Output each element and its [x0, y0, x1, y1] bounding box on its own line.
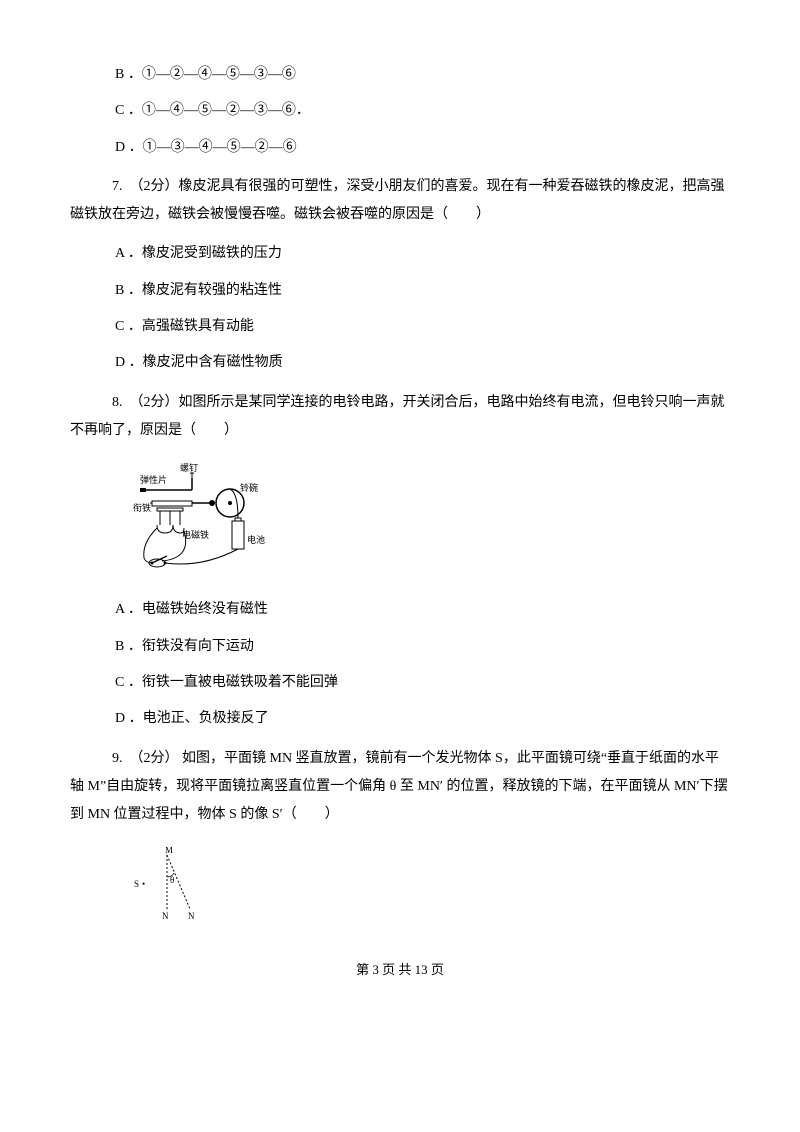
label-screw: 螺钉	[180, 463, 198, 473]
label-spring: 弹性片	[140, 474, 167, 485]
label-m: M	[165, 847, 173, 855]
question-7: 7. （2分）橡皮泥具有很强的可塑性，深受小朋友们的喜爱。现在有一种爱吞磁铁的橡…	[70, 173, 730, 229]
q7-option-c: C ．高强磁铁具有动能	[70, 316, 730, 338]
q8-option-c: C ．衔铁一直被电磁铁吸着不能回弹	[70, 672, 730, 694]
label-electromagnet: 电磁铁	[182, 529, 209, 540]
mirror-diagram: M N N θ S •	[132, 847, 212, 922]
bell-circuit-diagram: 螺钉 弹性片 衔铁 电磁铁 铃碗 电池	[132, 463, 282, 573]
label-n2: N	[188, 911, 195, 921]
option-c-prev: C ．①—④—⑤—②—③—⑥．	[70, 100, 730, 122]
q8-option-b: B ．衔铁没有向下运动	[70, 636, 730, 658]
label-armature: 衔铁	[133, 502, 151, 513]
label-n: N	[162, 911, 169, 921]
q7-option-d: D ．橡皮泥中含有磁性物质	[70, 352, 730, 374]
page-footer: 第 3 页 共 13 页	[70, 960, 730, 981]
label-theta: θ	[170, 875, 174, 885]
q9-figure: M N N θ S •	[132, 847, 730, 930]
q8-option-d: D ．电池正、负极接反了	[70, 708, 730, 730]
option-d-prev: D ．①—③—④—⑤—②—⑥	[70, 137, 730, 159]
q7-option-b: B ．橡皮泥有较强的粘连性	[70, 280, 730, 302]
question-9: 9. （2分） 如图，平面镜 MN 竖直放置，镜前有一个发光物体 S，此平面镜可…	[70, 745, 730, 829]
page-content: B ．①—②—④—⑤—③—⑥ C ．①—④—⑤—②—③—⑥． D ．①—③—④—…	[0, 0, 800, 1011]
label-dot: •	[142, 879, 145, 889]
label-bell: 铃碗	[240, 482, 258, 493]
q8-figure: 螺钉 弹性片 衔铁 电磁铁 铃碗 电池	[132, 463, 730, 581]
question-8: 8. （2分）如图所示是某同学连接的电铃电路，开关闭合后，电路中始终有电流，但电…	[70, 389, 730, 445]
label-battery: 电池	[247, 534, 265, 545]
label-s: S	[134, 879, 139, 889]
q8-option-a: A ．电磁铁始终没有磁性	[70, 599, 730, 621]
option-b-prev: B ．①—②—④—⑤—③—⑥	[70, 64, 730, 86]
q7-option-a: A ．橡皮泥受到磁铁的压力	[70, 243, 730, 265]
